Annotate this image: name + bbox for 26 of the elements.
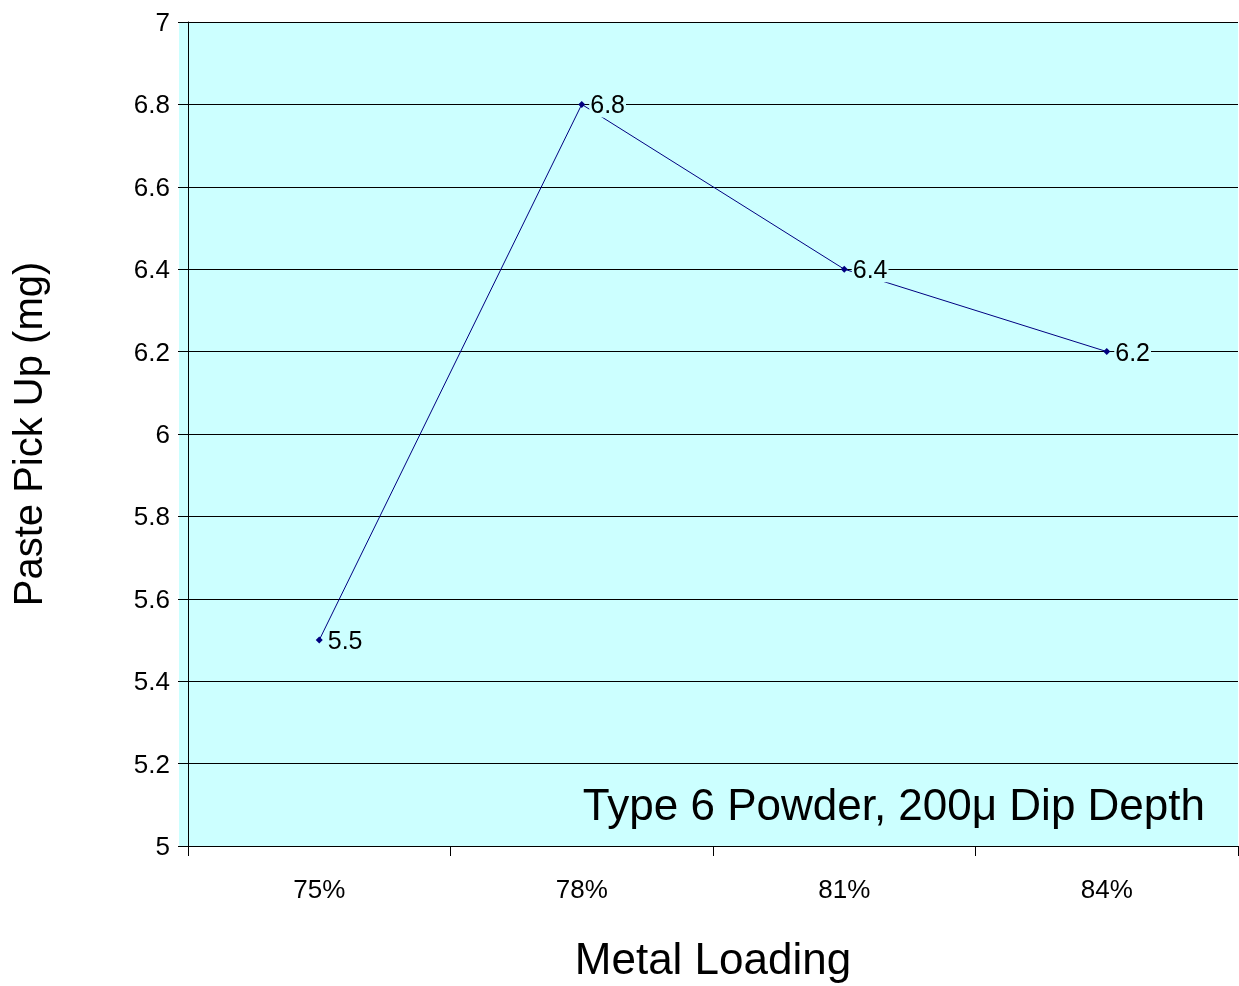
point xyxy=(315,636,323,644)
data-label: 6.4 xyxy=(852,255,888,284)
x-tick-label: 84% xyxy=(1080,874,1133,904)
y-tick-label: 6 xyxy=(155,419,170,449)
y-tick-label: 5.4 xyxy=(133,666,170,697)
data-label: 6.2 xyxy=(1115,337,1151,366)
y-tick-label: 5.2 xyxy=(133,748,170,779)
x-tick-label: 75% xyxy=(293,874,346,904)
y-tick-label: 6.6 xyxy=(133,171,170,202)
y-axis-title: Paste Pick Up (mg) xyxy=(6,261,50,607)
data-label: 5.5 xyxy=(327,626,363,654)
annotation: Type 6 Powder, 200μ Dip Depth xyxy=(582,779,1206,829)
y-tick-label: 6.2 xyxy=(133,336,170,367)
x-tick-label: 81% xyxy=(818,874,871,904)
point xyxy=(1103,348,1111,356)
y-tick-label: 5.6 xyxy=(133,583,170,614)
x-tick-label: 78% xyxy=(555,874,608,904)
y-tick-label: 6.8 xyxy=(133,89,170,120)
y-tick-label: 5 xyxy=(155,831,170,861)
x-axis-title: Metal Loading xyxy=(574,933,852,983)
y-tick-label: 6.4 xyxy=(133,254,170,285)
point xyxy=(578,100,586,108)
y-tick-label: 5.8 xyxy=(133,501,170,532)
y-tick-label: 7 xyxy=(155,7,170,37)
point xyxy=(840,265,848,273)
data-label: 6.8 xyxy=(590,90,626,119)
